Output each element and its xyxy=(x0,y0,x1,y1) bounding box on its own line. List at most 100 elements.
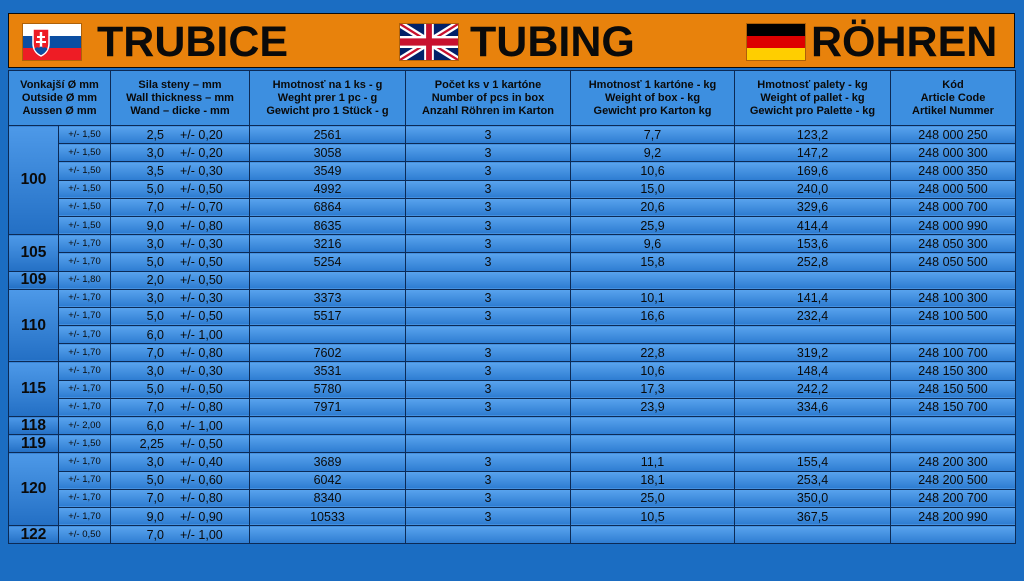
pallet-weight-cell: 169,6 xyxy=(734,161,891,181)
wall-thickness-tolerance: +/- 0,50 xyxy=(180,254,223,269)
table-row: +/- 1,70 5,0 +/- 0,50 5254 3 15,8 252,8 248 050… xyxy=(9,252,1016,272)
article-code-cell xyxy=(890,415,1016,436)
pcs-per-box-cell: 3 xyxy=(405,343,571,363)
header-line: Wall thickness – mm xyxy=(126,91,234,104)
weight-per-pc-cell: 3689 xyxy=(249,452,406,472)
weight-per-pc-cell: 5780 xyxy=(249,379,406,399)
box-weight-cell: 18,1 xyxy=(570,470,735,490)
weight-per-pc-cell: 3373 xyxy=(249,288,406,308)
diameter-tolerance-cell: +/- 1,70 xyxy=(58,252,111,272)
wall-thickness-value: 9,0 xyxy=(146,509,164,524)
wall-thickness-value: 2,5 xyxy=(146,127,164,142)
wall-thickness-tolerance: +/- 0,30 xyxy=(180,163,223,178)
wall-thickness-tolerance: +/- 0,50 xyxy=(180,182,223,197)
wall-thickness-value: 7,0 xyxy=(146,527,164,542)
table-row: +/- 1,50 3,0 +/- 0,20 3058 3 9,2 147,2 248 000 … xyxy=(9,143,1016,163)
article-code-cell: 248 200 990 xyxy=(890,506,1016,527)
pallet-weight-cell xyxy=(734,325,891,345)
wall-thickness-value: 3,0 xyxy=(146,454,164,469)
table-row: +/- 1,70 5,0 +/- 0,60 6042 3 18,1 253,4 248 200… xyxy=(9,470,1016,490)
diameter-tolerance-cell: +/- 2,00 xyxy=(58,415,111,436)
title-german: RÖHREN xyxy=(811,18,998,66)
wall-thickness-tolerance: +/- 0,20 xyxy=(180,145,223,160)
weight-per-pc-cell: 6864 xyxy=(249,197,406,217)
wall-thickness-value: 3,0 xyxy=(146,291,164,306)
wall-thickness-cell: 2,0 +/- 0,50 xyxy=(110,270,250,290)
header-row: Vonkajší Ø mm Outside Ø mm Aussen Ø mm Sila… xyxy=(8,70,1016,126)
wall-thickness-cell: 7,0 +/- 0,80 xyxy=(110,343,250,363)
header-pcs-per-box: Počet ks v 1 kartóne Number of pcs in box… xyxy=(405,70,571,126)
table-row: +/- 1,70 9,0 +/- 0,90 10533 3 10,5 367,5 248 20… xyxy=(9,506,1016,527)
header-line: Wand – dicke - mm xyxy=(130,104,230,117)
wall-thickness-tolerance: +/- 0,80 xyxy=(180,400,223,415)
pallet-weight-cell: 414,4 xyxy=(734,215,891,236)
header-line: Sila steny – mm xyxy=(138,78,222,91)
wall-thickness-values: 7,0 +/- 0,80 xyxy=(112,345,249,361)
wall-thickness-tolerance: +/- 0,50 xyxy=(180,309,223,324)
table-row: 118 +/- 2,00 6,0 +/- 1,00 xyxy=(8,415,1016,436)
article-code-cell: 248 200 500 xyxy=(890,470,1016,490)
header-line: Gewicht pro Palette - kg xyxy=(749,104,876,117)
wall-thickness-tolerance: +/- 0,80 xyxy=(180,218,223,233)
wall-thickness-value: 3,5 xyxy=(146,163,164,178)
article-code-cell: 248 000 700 xyxy=(890,197,1016,217)
article-code-cell: 248 000 250 xyxy=(890,124,1016,145)
diameter-tolerance-cell: +/- 1,70 xyxy=(58,506,111,527)
wall-thickness-cell: 9,0 +/- 0,90 xyxy=(110,506,250,527)
table-row: +/- 1,50 7,0 +/- 0,70 6864 3 20,6 329,6 248 000… xyxy=(9,197,1016,217)
pcs-per-box-cell xyxy=(405,270,571,290)
diameter-tolerance-cell: +/- 1,70 xyxy=(58,325,111,345)
pallet-weight-cell: 242,2 xyxy=(734,379,891,399)
table-body: 100 +/- 1,50 2,5 +/- 0,20 2561 3 7,7 123,2 248 0… xyxy=(8,124,1016,545)
pallet-weight-cell: 334,6 xyxy=(734,397,891,418)
weight-per-pc-cell xyxy=(249,525,406,545)
pallet-weight-cell: 350,0 xyxy=(734,488,891,508)
wall-thickness-values: 6,0 +/- 1,00 xyxy=(112,418,249,434)
diameter-tolerance-cell: +/- 1,50 xyxy=(58,215,111,236)
box-weight-cell: 7,7 xyxy=(570,124,735,145)
pallet-weight-cell: 232,4 xyxy=(734,306,891,327)
pallet-weight-cell: 240,0 xyxy=(734,179,891,199)
wall-thickness-tolerance: +/- 0,60 xyxy=(180,473,223,488)
outside-diameter-cell: 110 xyxy=(8,288,59,363)
wall-thickness-values: 9,0 +/- 0,90 xyxy=(112,509,249,525)
wall-thickness-cell: 6,0 +/- 1,00 xyxy=(110,415,250,436)
wall-thickness-value: 3,0 xyxy=(146,145,164,160)
article-code-cell xyxy=(890,525,1016,545)
article-code-cell: 248 000 990 xyxy=(890,215,1016,236)
table-row: +/- 1,70 5,0 +/- 0,50 5517 3 16,6 232,4 248 100… xyxy=(9,306,1016,327)
wall-thickness-values: 5,0 +/- 0,50 xyxy=(112,181,249,197)
wall-thickness-value: 3,0 xyxy=(146,236,164,251)
header-line: Gewicht pro 1 Stück - g xyxy=(266,104,389,117)
article-code-cell: 248 150 500 xyxy=(890,379,1016,399)
wall-thickness-cell: 2,25 +/- 0,50 xyxy=(110,434,250,454)
wall-thickness-cell: 7,0 +/- 0,70 xyxy=(110,197,250,217)
wall-thickness-cell: 7,0 +/- 0,80 xyxy=(110,488,250,508)
box-weight-cell: 10,6 xyxy=(570,361,735,381)
pcs-per-box-cell: 3 xyxy=(405,397,571,418)
article-code-cell: 248 000 500 xyxy=(890,179,1016,199)
table-row: 100 +/- 1,50 2,5 +/- 0,20 2561 3 7,7 123,2 248 0… xyxy=(8,124,1016,236)
wall-thickness-values: 3,0 +/- 0,30 xyxy=(112,236,249,252)
wall-thickness-values: 7,0 +/- 0,80 xyxy=(112,399,249,415)
table-row: +/- 1,70 7,0 +/- 0,80 7602 3 22,8 319,2 248 100… xyxy=(9,343,1016,363)
wall-thickness-cell: 9,0 +/- 0,80 xyxy=(110,215,250,236)
wall-thickness-tolerance: +/- 0,50 xyxy=(180,382,223,397)
wall-thickness-values: 3,0 +/- 0,30 xyxy=(112,363,249,379)
article-code-cell: 248 150 300 xyxy=(890,361,1016,381)
wall-thickness-value: 7,0 xyxy=(146,345,164,360)
pcs-per-box-cell xyxy=(405,434,571,454)
wall-thickness-value: 7,0 xyxy=(146,200,164,215)
diameter-tolerance-cell: +/- 1,50 xyxy=(58,124,111,145)
article-code-cell: 248 150 700 xyxy=(890,397,1016,418)
outside-diameter-cell: 105 xyxy=(8,234,59,272)
article-code-cell: 248 000 350 xyxy=(890,161,1016,181)
pcs-per-box-cell xyxy=(405,525,571,545)
article-code-cell xyxy=(890,325,1016,345)
article-code-cell xyxy=(890,434,1016,454)
wall-thickness-tolerance: +/- 1,00 xyxy=(180,418,223,433)
title-banner: TRUBICE TUBING RÖHREN xyxy=(8,13,1015,68)
diameter-tolerance-cell: +/- 1,50 xyxy=(58,197,111,217)
title-slovak: TRUBICE xyxy=(97,18,289,66)
outside-diameter-cell: 118 xyxy=(8,415,59,436)
